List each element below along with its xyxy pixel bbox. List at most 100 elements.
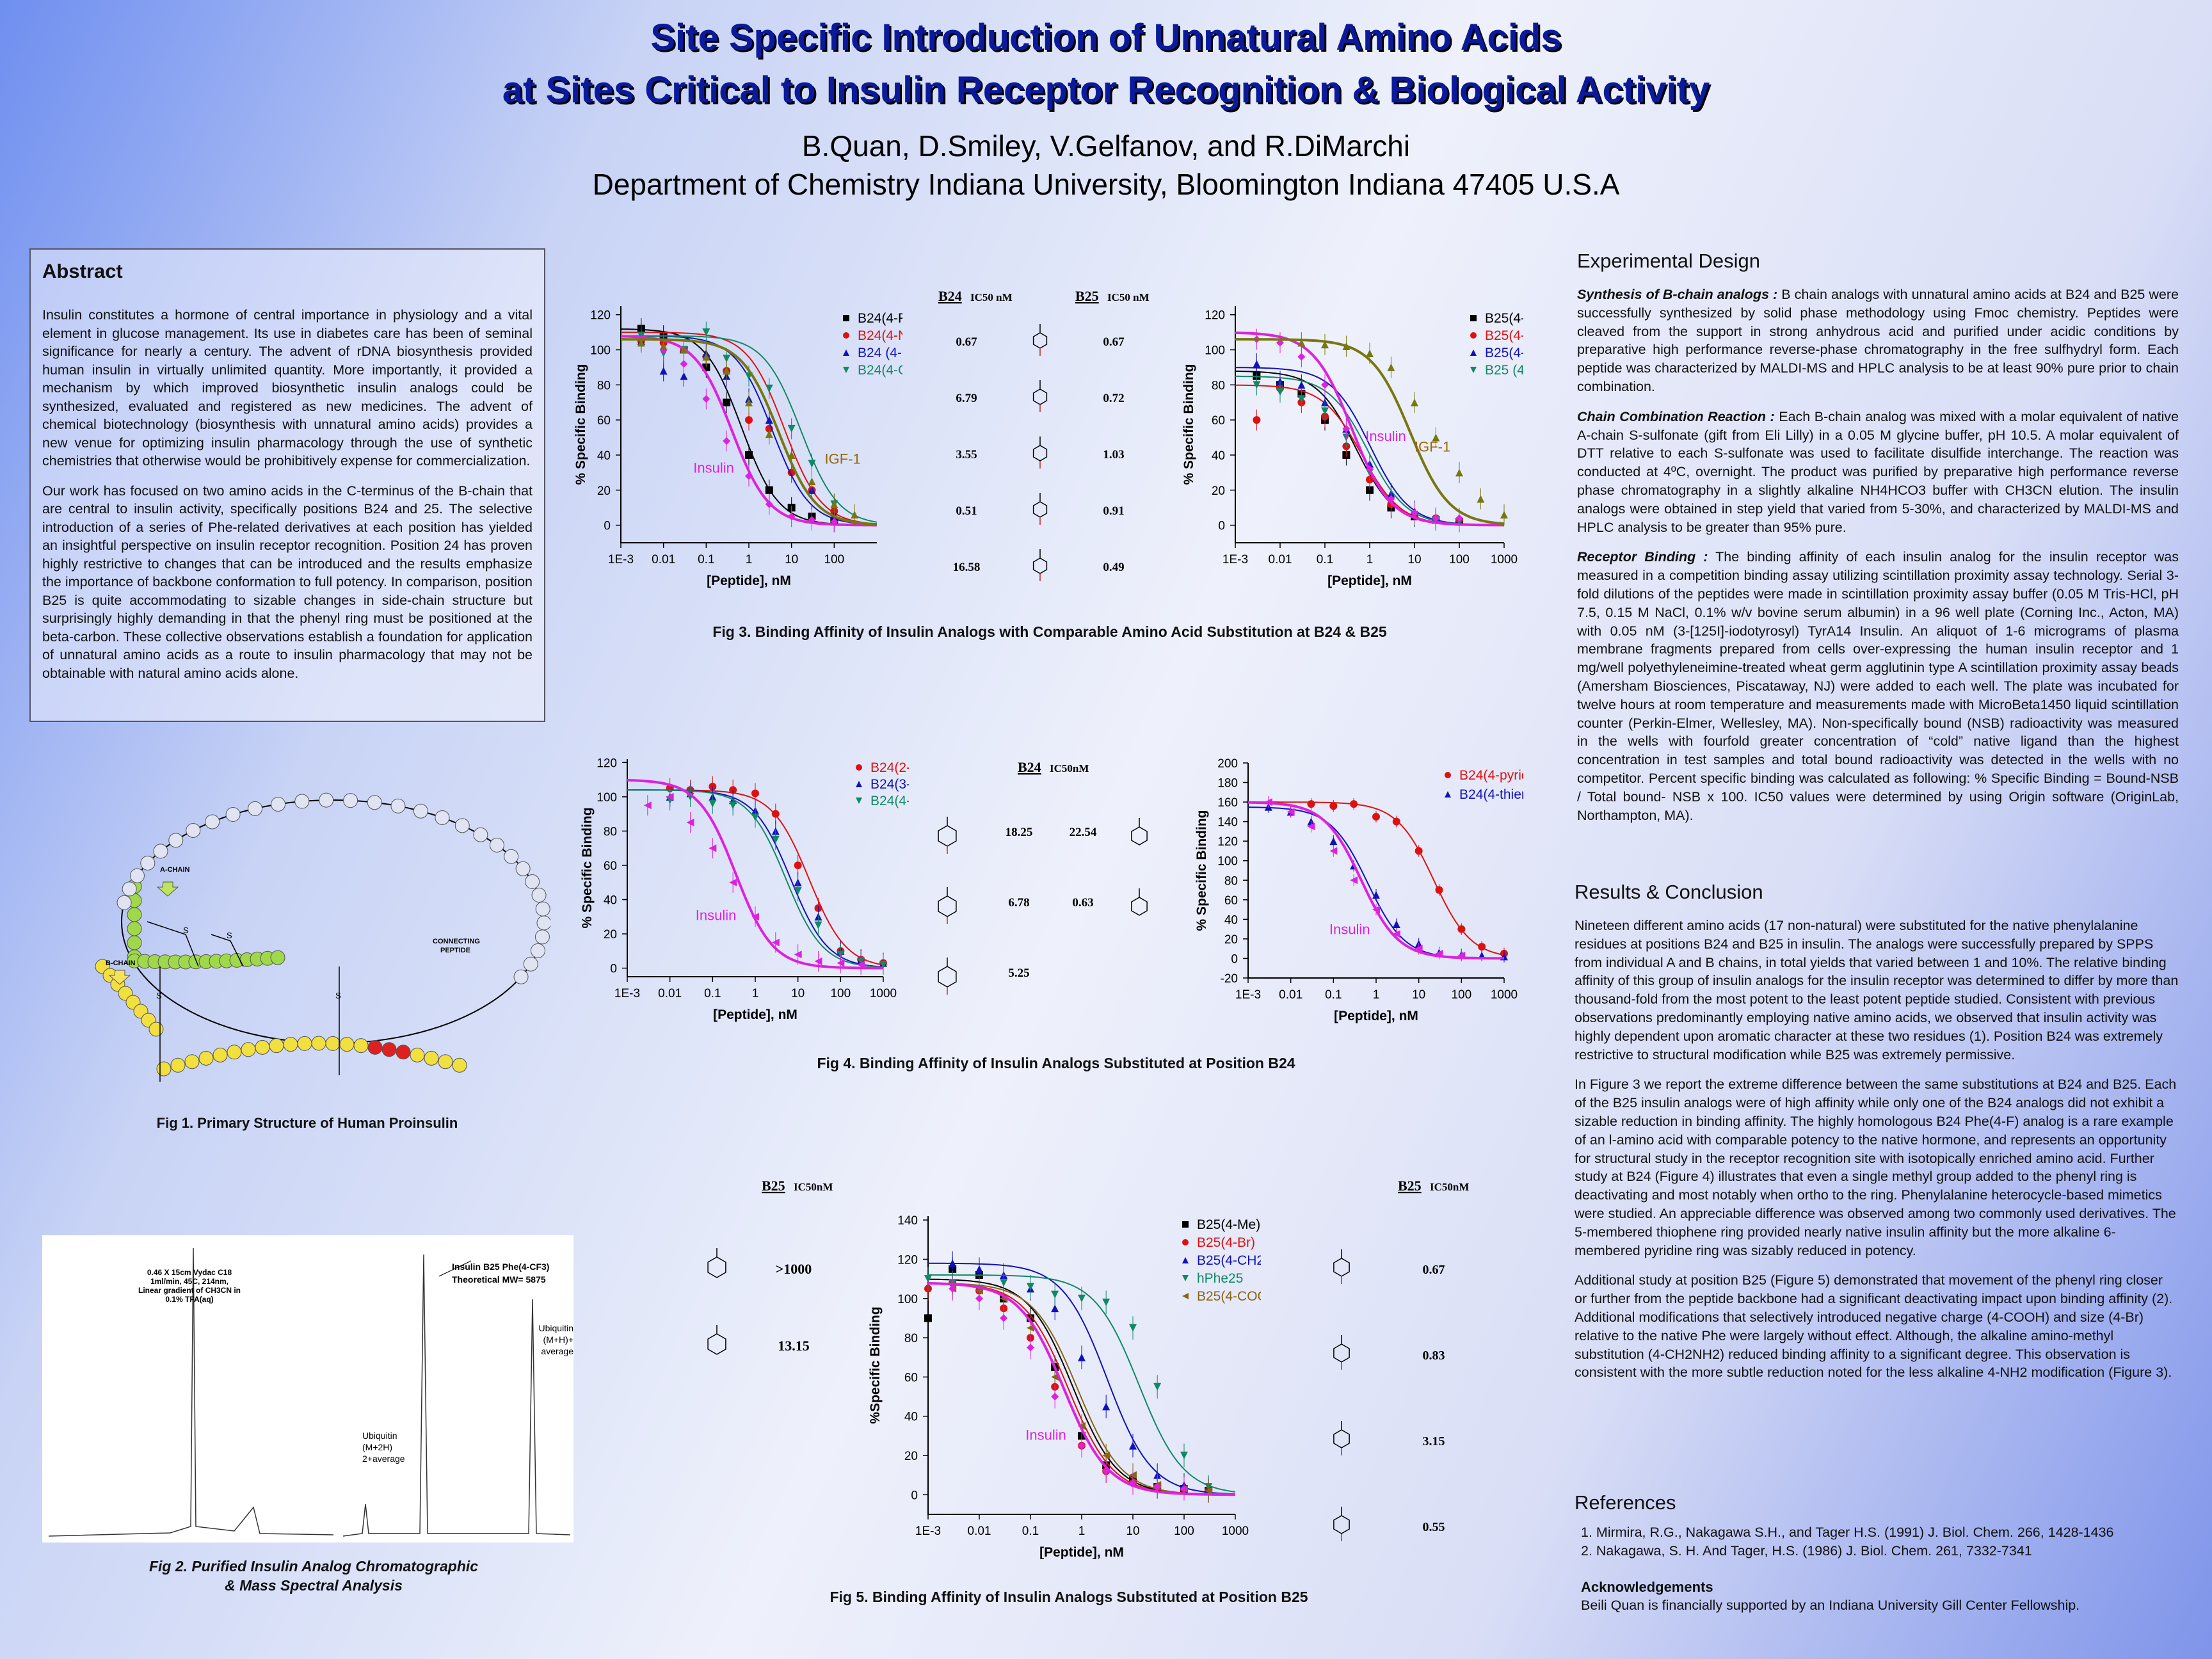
data-point xyxy=(709,799,717,808)
phenyl-ring xyxy=(1333,1343,1350,1363)
data-point xyxy=(1435,949,1443,958)
legend-label: B24(4-Me) xyxy=(870,794,909,808)
legend-label: B24(4-CF3) xyxy=(858,363,902,378)
c-peptide-residue xyxy=(248,801,263,816)
b-chain-residue xyxy=(438,1054,453,1070)
reference-2: 2. Nakagawa, S. H. And Tager, H.S. (1986… xyxy=(1581,1543,2032,1559)
data-point xyxy=(794,950,802,959)
data-point xyxy=(837,959,845,967)
legend-label: B24(4-pyridyl) xyxy=(1459,768,1523,783)
legend-label: B24(4-F) xyxy=(858,311,902,326)
x-tick-label: 0.1 xyxy=(698,553,714,566)
series-hPhe25: hPhe25 xyxy=(924,1267,1243,1499)
data-point xyxy=(1297,395,1306,403)
data-point xyxy=(1350,800,1358,808)
ubiquitin-2-b: (M+2H) xyxy=(362,1442,392,1452)
data-point xyxy=(879,961,887,969)
x-axis-label: [Peptide], nM xyxy=(1039,1545,1124,1559)
c-peptide-residue xyxy=(515,861,531,876)
legend-marker xyxy=(1182,1293,1189,1299)
c-peptide-residue xyxy=(129,868,145,883)
fig4-col2-value: 22.54 xyxy=(1070,826,1097,839)
data-point xyxy=(723,437,731,445)
b-chain-residue xyxy=(297,1036,312,1051)
data-point xyxy=(659,342,668,351)
c-peptide-residue xyxy=(343,793,358,808)
data-point xyxy=(1297,381,1306,389)
data-point xyxy=(1180,1485,1188,1493)
connecting-label-2: PEPTIDE xyxy=(440,947,470,954)
x-tick-label: 1000 xyxy=(1491,553,1518,566)
y-tick-label: 0 xyxy=(1218,520,1225,533)
ubiquitin-1-b: (M+H)+ xyxy=(543,1334,573,1345)
fit-curve xyxy=(1235,367,1504,526)
series-IGF-1 xyxy=(621,332,878,526)
mw-label: Theoretical MW= 5875 xyxy=(452,1274,546,1285)
c-peptide-residue xyxy=(534,929,550,945)
abstract-box: Abstract Insulin constitutes a hormone o… xyxy=(29,248,545,722)
title-line-2: at Sites Critical to Insulin Receptor Re… xyxy=(502,69,1710,111)
hplc-trace xyxy=(48,1247,334,1537)
legend-label: B25(4-Br) xyxy=(1197,1235,1255,1250)
data-point xyxy=(1253,416,1261,424)
x-tick-label: 1E-3 xyxy=(1222,553,1248,566)
y-axis-label: % Specific Binding xyxy=(1194,810,1209,931)
y-tick-label: 100 xyxy=(1205,344,1225,358)
fig3-b24-unit: IC50 nM xyxy=(970,291,1013,303)
x-tick-label: 0.1 xyxy=(704,987,721,1000)
y-tick-label: 180 xyxy=(1217,777,1238,790)
y-tick-label: 20 xyxy=(1224,933,1238,947)
data-point xyxy=(1276,339,1284,347)
data-point xyxy=(975,1294,983,1302)
fig4-right-chart: -20 0 20 40 60 80 100 120 140 160 180 200 1E-3 0.01 0.… xyxy=(1194,757,1523,1023)
sulfur-label-1: S xyxy=(183,926,189,935)
results-heading: Results & Conclusion xyxy=(1575,881,1763,903)
y-tick-label: 20 xyxy=(597,485,611,498)
y-tick-label: 100 xyxy=(1217,855,1238,869)
series-Insulin xyxy=(1247,796,1504,962)
y-tick-label: 40 xyxy=(604,894,617,908)
c-peptide-residue xyxy=(319,792,334,808)
data-point xyxy=(1321,381,1329,389)
data-point xyxy=(1415,847,1423,855)
fit-curve xyxy=(1235,375,1505,526)
curve-annotation: Insulin xyxy=(1025,1427,1066,1443)
y-tick-label: 80 xyxy=(904,1332,918,1345)
c-peptide-residue xyxy=(435,810,450,825)
fit-curve xyxy=(1248,801,1505,956)
data-point xyxy=(787,424,796,433)
y-tick-label: 0 xyxy=(911,1489,918,1502)
fig3-b24-header: B24 xyxy=(938,288,962,304)
data-point xyxy=(1455,469,1463,477)
abstract-heading: Abstract xyxy=(42,260,123,282)
abstract-paragraph-2: Our work has focused on two amino acids … xyxy=(42,483,533,681)
data-point xyxy=(1372,813,1380,821)
legend-label: B25(4-NH2) xyxy=(1485,346,1523,360)
series-B25(4-COOH): B25(4-COOH) xyxy=(927,1277,1261,1503)
legend-label: B25(4-COOH) xyxy=(1197,1289,1261,1304)
fig3-b25-value: 0.67 xyxy=(1103,335,1125,349)
fig3-b25-unit: IC50 nM xyxy=(1107,291,1150,303)
data-point xyxy=(765,384,773,392)
a-chain-residue xyxy=(127,935,142,950)
y-tick-label: 160 xyxy=(1217,796,1238,810)
data-point xyxy=(1392,930,1400,938)
data-point xyxy=(723,367,731,375)
data-point xyxy=(1329,847,1338,855)
b-chain-residue xyxy=(452,1057,467,1073)
y-tick-label: 20 xyxy=(904,1450,918,1463)
data-point xyxy=(814,957,822,965)
experimental-p3-head: Receptor Binding : xyxy=(1577,549,1708,565)
data-point xyxy=(1477,495,1485,503)
data-point xyxy=(745,451,753,459)
legend-label: B24(2-Me) xyxy=(870,760,909,775)
y-tick-label: 60 xyxy=(597,414,611,428)
a-chain-residue xyxy=(270,950,285,965)
legend-label: B25(4-CH2NH2) xyxy=(1197,1253,1261,1268)
data-point xyxy=(637,339,645,347)
data-point xyxy=(709,782,717,790)
ubiquitin-1-c: average xyxy=(541,1346,573,1356)
x-tick-label: 1000 xyxy=(1222,1525,1249,1538)
x-tick-label: 1 xyxy=(1366,553,1374,566)
sulfur-label-4: S xyxy=(335,991,341,1000)
